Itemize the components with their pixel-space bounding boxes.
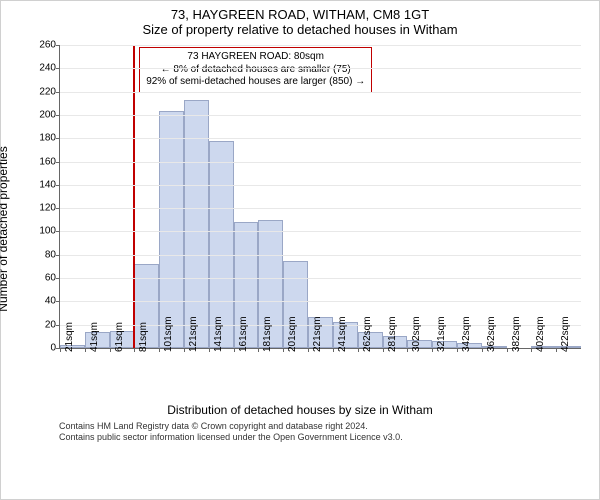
bar	[184, 100, 209, 348]
xtick-mark	[507, 348, 508, 352]
xtick-label: 422sqm	[560, 314, 571, 352]
xtick-label: 41sqm	[89, 320, 100, 352]
xtick-mark	[110, 348, 111, 352]
xtick-mark	[283, 348, 284, 352]
gridline	[60, 208, 581, 209]
ytick-label: 60	[45, 273, 60, 284]
xtick-label: 302sqm	[411, 314, 422, 352]
x-axis-label: Distribution of detached houses by size …	[11, 403, 589, 417]
page: 73, HAYGREEN ROAD, WITHAM, CM8 1GT Size …	[0, 0, 600, 500]
annotation-line2: ← 8% of detached houses are smaller (75)	[146, 64, 365, 77]
gridline	[60, 45, 581, 46]
gridline	[60, 115, 581, 116]
xtick-label: 61sqm	[114, 320, 125, 352]
ytick-label: 100	[39, 226, 60, 237]
xtick-label: 201sqm	[287, 314, 298, 352]
footer-line2: Contains public sector information licen…	[59, 432, 589, 443]
footer: Contains HM Land Registry data © Crown c…	[11, 421, 589, 443]
gridline	[60, 185, 581, 186]
ytick-label: 140	[39, 179, 60, 190]
gridline	[60, 278, 581, 279]
xtick-mark	[184, 348, 185, 352]
annotation-line3: 92% of semi-detached houses are larger (…	[146, 76, 365, 89]
xtick-label: 241sqm	[337, 314, 348, 352]
ytick-label: 0	[50, 343, 60, 354]
xtick-mark	[85, 348, 86, 352]
ytick-label: 80	[45, 249, 60, 260]
xtick-label: 402sqm	[535, 314, 546, 352]
footer-line1: Contains HM Land Registry data © Crown c…	[59, 421, 589, 432]
xtick-label: 281sqm	[387, 314, 398, 352]
xtick-mark	[482, 348, 483, 352]
ytick-label: 20	[45, 319, 60, 330]
xtick-label: 342sqm	[461, 314, 472, 352]
chart-container: Number of detached properties 73 HAYGREE…	[11, 39, 589, 419]
ytick-label: 240	[39, 63, 60, 74]
xtick-mark	[209, 348, 210, 352]
xtick-label: 141sqm	[213, 314, 224, 352]
gridline	[60, 255, 581, 256]
annotation-box: 73 HAYGREEN ROAD: 80sqm ← 8% of detached…	[139, 47, 372, 93]
plot-area: 73 HAYGREEN ROAD: 80sqm ← 8% of detached…	[59, 45, 581, 349]
xtick-label: 101sqm	[163, 314, 174, 352]
xtick-mark	[556, 348, 557, 352]
xtick-label: 121sqm	[188, 314, 199, 352]
page-title: 73, HAYGREEN ROAD, WITHAM, CM8 1GT	[11, 7, 589, 22]
ytick-label: 120	[39, 203, 60, 214]
ytick-label: 260	[39, 40, 60, 51]
ytick-label: 200	[39, 109, 60, 120]
xtick-mark	[308, 348, 309, 352]
xtick-label: 181sqm	[262, 314, 273, 352]
xtick-mark	[531, 348, 532, 352]
xtick-mark	[159, 348, 160, 352]
xtick-mark	[383, 348, 384, 352]
gridline	[60, 301, 581, 302]
xtick-mark	[333, 348, 334, 352]
xtick-label: 81sqm	[138, 320, 149, 352]
xtick-label: 382sqm	[511, 314, 522, 352]
xtick-label: 161sqm	[238, 314, 249, 352]
ytick-label: 160	[39, 156, 60, 167]
xtick-mark	[134, 348, 135, 352]
marker-line	[133, 45, 135, 348]
gridline	[60, 138, 581, 139]
ytick-label: 40	[45, 296, 60, 307]
xtick-mark	[457, 348, 458, 352]
xtick-mark	[234, 348, 235, 352]
ytick-label: 180	[39, 133, 60, 144]
xtick-label: 221sqm	[312, 314, 323, 352]
bar	[159, 111, 184, 348]
gridline	[60, 162, 581, 163]
xtick-label: 321sqm	[436, 314, 447, 352]
ytick-label: 220	[39, 86, 60, 97]
xtick-label: 262sqm	[362, 314, 373, 352]
xtick-mark	[258, 348, 259, 352]
xtick-label: 362sqm	[486, 314, 497, 352]
xtick-mark	[407, 348, 408, 352]
xtick-mark	[358, 348, 359, 352]
xtick-mark	[432, 348, 433, 352]
xtick-mark	[60, 348, 61, 352]
gridline	[60, 92, 581, 93]
y-axis-label: Number of detached properties	[0, 146, 10, 311]
gridline	[60, 68, 581, 69]
gridline	[60, 231, 581, 232]
annotation-line1: 73 HAYGREEN ROAD: 80sqm	[146, 51, 365, 64]
xtick-label: 21sqm	[64, 320, 75, 352]
page-subtitle: Size of property relative to detached ho…	[11, 22, 589, 37]
